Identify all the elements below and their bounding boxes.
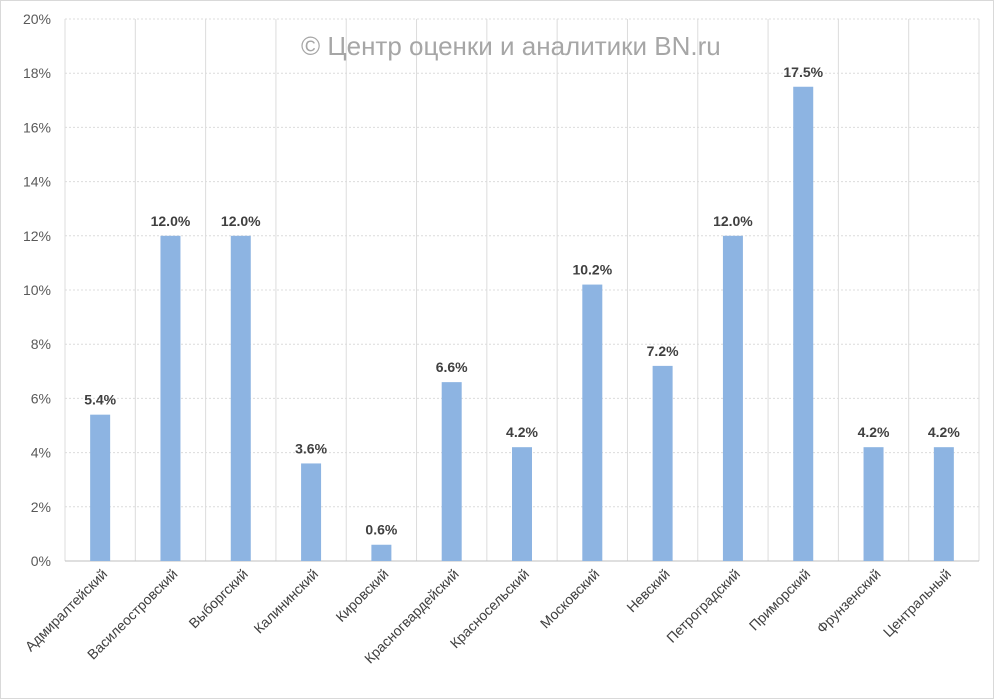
y-tick-label: 20% [23, 11, 51, 27]
y-tick-label: 10% [23, 282, 51, 298]
data-label: 3.6% [295, 440, 327, 456]
y-tick-label: 6% [31, 390, 51, 406]
x-tick-label: Калининский [250, 566, 321, 637]
bar [160, 235, 181, 562]
bar [722, 235, 743, 562]
data-labels: 5.4% 12.0% 12.0% 3.6% 0.6% 6.6% 4.2% 10.2% 7.2% 1… [84, 64, 960, 538]
bar [301, 463, 322, 561]
y-tick-label: 18% [23, 65, 51, 81]
data-label: 7.2% [647, 343, 679, 359]
data-label: 12.0% [713, 213, 753, 229]
y-tick-label: 12% [23, 228, 51, 244]
y-tick-label: 14% [23, 174, 51, 190]
bar [230, 235, 251, 562]
data-label: 4.2% [858, 424, 890, 440]
data-label: 17.5% [783, 64, 823, 80]
y-tick-label: 8% [31, 336, 51, 352]
x-tick-label: Выборгский [185, 566, 250, 631]
bar [652, 365, 673, 561]
data-label: 12.0% [151, 213, 191, 229]
bar [863, 447, 884, 561]
y-tick-label: 0% [31, 553, 51, 569]
y-axis: 0% 2% 4% 6% 8% 10% 12% 14% 16% 18% 20% [23, 11, 51, 569]
x-tick-label: Московский [537, 566, 603, 632]
bar [371, 544, 392, 561]
x-tick-label: Приморский [746, 566, 814, 634]
data-label: 0.6% [365, 522, 397, 538]
bar [793, 86, 814, 561]
x-tick-label: Кировский [332, 566, 391, 625]
x-tick-label: Центральный [880, 566, 954, 640]
y-tick-label: 16% [23, 119, 51, 135]
y-tick-label: 4% [31, 445, 51, 461]
data-label: 10.2% [572, 262, 612, 278]
bar [90, 414, 111, 561]
data-label: 12.0% [221, 213, 261, 229]
y-tick-label: 2% [31, 499, 51, 515]
bar [441, 382, 462, 561]
data-label: 4.2% [506, 424, 538, 440]
watermark: © Центр оценки и аналитики BN.ru [301, 31, 721, 61]
bar [582, 284, 603, 561]
x-tick-label: Фрунзенский [813, 566, 883, 636]
x-tick-label: Невский [623, 566, 672, 615]
bar [512, 447, 532, 561]
data-label: 5.4% [84, 392, 116, 408]
bars [90, 86, 954, 562]
x-tick-label: Петроградский [663, 566, 743, 646]
data-label: 6.6% [436, 359, 468, 375]
data-label: 4.2% [928, 424, 960, 440]
bar [933, 447, 954, 561]
